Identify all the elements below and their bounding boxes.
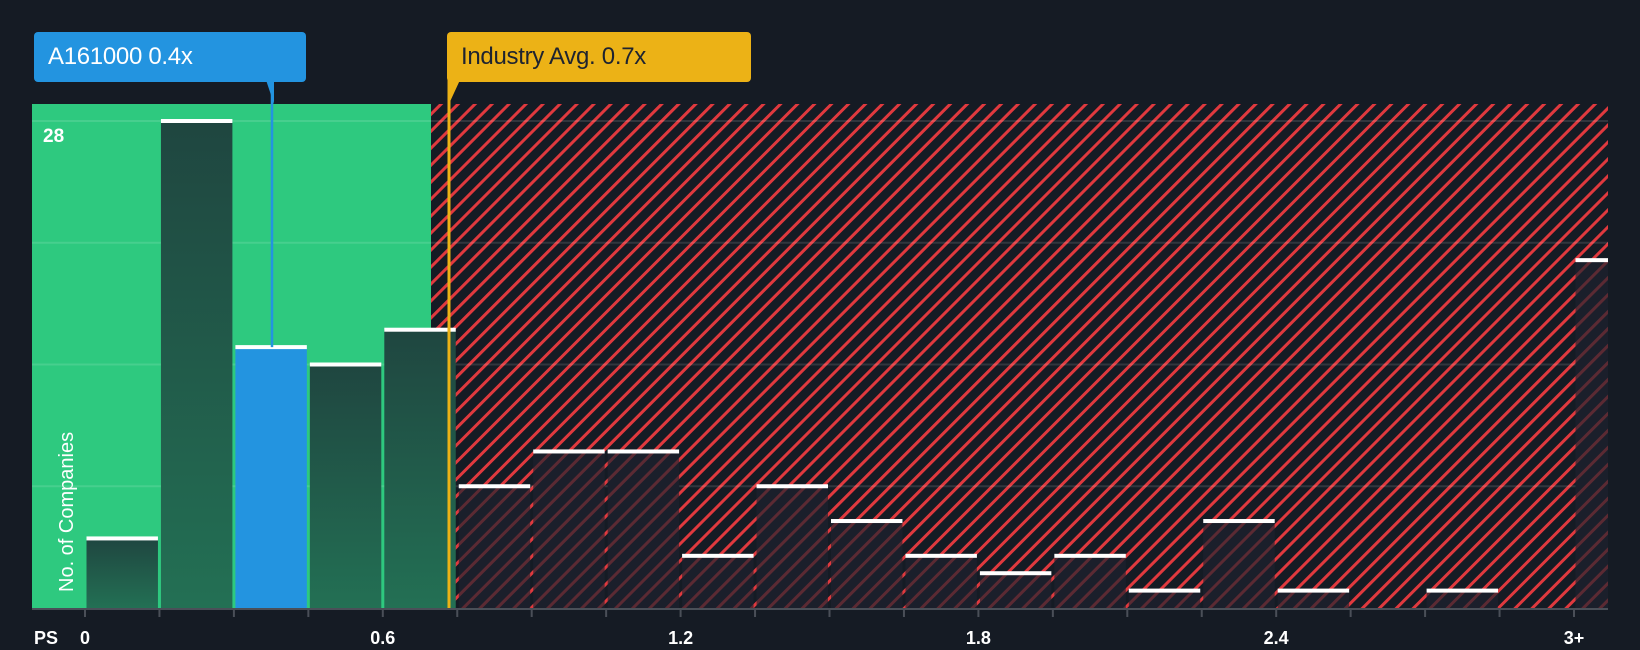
bar-top-cap: [756, 484, 828, 489]
histogram-bar: [458, 486, 531, 608]
bar-top-cap: [607, 449, 680, 454]
histogram-bar: [86, 538, 158, 608]
x-tick-label: 0: [79, 628, 91, 648]
bar-top-cap: [533, 449, 605, 454]
bar-top-cap: [1128, 588, 1201, 593]
bar-top-cap: [1054, 553, 1126, 558]
histogram-bar: [905, 555, 977, 608]
company-bar: [235, 347, 307, 608]
histogram-bar: [756, 486, 828, 608]
histogram-bar: [1128, 590, 1201, 608]
histogram-bar: [309, 364, 382, 608]
industry-callout-pointer: [448, 80, 460, 106]
bar-top-cap: [1575, 258, 1608, 263]
bar-top-cap: [160, 119, 233, 123]
histogram-bar: [1575, 260, 1608, 608]
x-tick-label: 1.8: [965, 628, 991, 648]
x-tick-label: 1.2: [668, 628, 694, 648]
histogram-bar: [384, 329, 456, 608]
histogram-bar: [1054, 555, 1126, 608]
histogram-bar: [607, 451, 680, 608]
bar-top-cap: [831, 519, 903, 524]
bar-top-cap: [1277, 588, 1350, 593]
company-ps-callout: A161000 0.4x: [34, 32, 306, 82]
bar-top-cap: [86, 536, 158, 541]
histogram-bar: [160, 121, 233, 608]
histogram-bar: [1277, 590, 1350, 608]
bar-top-cap: [682, 553, 754, 558]
histogram-bar: [979, 573, 1052, 608]
bar-top-cap: [384, 327, 456, 332]
histogram-bar: [682, 555, 754, 608]
y-axis-label: No. of Companies: [56, 431, 78, 592]
histogram-bar: [1203, 521, 1275, 608]
bar-top-cap: [1203, 519, 1275, 524]
company-callout-pointer: [266, 80, 274, 104]
histogram-bar: [533, 451, 605, 608]
bar-top-cap: [905, 553, 977, 558]
bar-top-cap: [1426, 588, 1499, 593]
industry-avg-callout: Industry Avg. 0.7x: [447, 32, 751, 82]
overvalued-zone: [431, 104, 1608, 608]
x-tick-label: 2.4: [1263, 628, 1289, 648]
bar-top-cap: [979, 571, 1052, 576]
bar-top-cap: [309, 362, 382, 367]
x-tick-label: 0.6: [370, 628, 396, 648]
histogram-bar: [831, 521, 903, 608]
x-tick-label: 3+: [1563, 628, 1585, 648]
histogram-bar: [1426, 590, 1499, 608]
y-axis-max-label: 28: [43, 126, 65, 147]
x-axis-prefix: PS: [34, 628, 59, 648]
bar-top-cap: [458, 484, 531, 489]
